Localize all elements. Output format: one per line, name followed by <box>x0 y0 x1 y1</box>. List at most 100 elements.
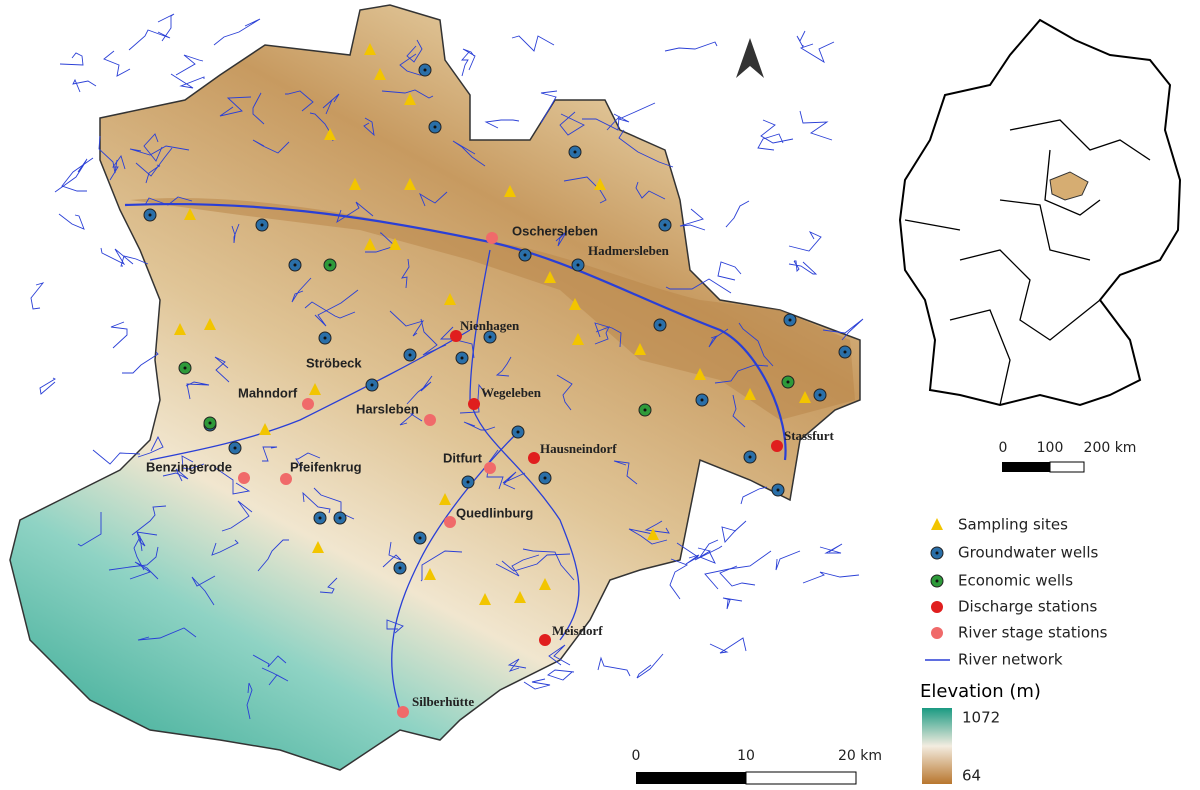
tributary <box>162 468 189 482</box>
tributary <box>664 41 718 52</box>
tributary <box>213 466 251 495</box>
tributary <box>463 421 496 431</box>
site-markers <box>143 43 852 718</box>
tributary <box>635 181 666 200</box>
tributary <box>295 452 321 469</box>
groundwater-wells-center <box>418 536 422 540</box>
tributary <box>582 115 620 131</box>
tributary <box>129 561 159 580</box>
inset-scale-label: 0 <box>999 440 1008 456</box>
sampling-site <box>647 528 659 540</box>
tributary <box>721 520 747 543</box>
tributary <box>231 223 240 244</box>
economic-wells-center <box>328 263 332 267</box>
tributary <box>594 326 610 345</box>
legend-label: Groundwater wells <box>958 544 1099 562</box>
tributary <box>613 102 656 123</box>
tributary <box>793 260 800 272</box>
place-label: Ditfurt <box>443 450 483 465</box>
tributary <box>788 231 822 252</box>
tributary <box>486 449 504 490</box>
place-label: Silberhütte <box>412 694 474 709</box>
groundwater-wells-center <box>843 350 847 354</box>
groundwater-wells-center <box>788 318 792 322</box>
tributary <box>462 48 476 71</box>
tributary <box>221 500 253 532</box>
groundwater-wells-center <box>935 551 939 555</box>
tributary <box>704 550 772 590</box>
tributary <box>799 110 833 141</box>
tributary <box>732 394 746 428</box>
tributary <box>714 364 769 384</box>
tributary <box>788 261 818 275</box>
tributary <box>406 375 433 405</box>
tributary <box>738 322 774 367</box>
tributary <box>314 289 359 327</box>
economic-wells-center <box>786 380 790 384</box>
groundwater-wells-center <box>573 150 577 154</box>
tributary <box>185 381 210 400</box>
discharge-station <box>450 330 462 342</box>
groundwater-wells-center <box>338 516 342 520</box>
sampling-site <box>424 568 436 580</box>
inset-scale-segment <box>1002 462 1050 472</box>
groundwater-wells-center <box>776 488 780 492</box>
scale-segment <box>745 771 857 785</box>
tributary <box>495 554 540 577</box>
sampling-site <box>572 333 584 345</box>
place-label: Hadmersleben <box>588 243 670 258</box>
tributary <box>252 139 290 154</box>
river-stage-station <box>424 414 436 426</box>
groundwater-wells-center <box>818 393 822 397</box>
economic-wells-center <box>208 421 212 425</box>
tributary <box>644 520 670 534</box>
tributary <box>137 435 164 458</box>
tributary <box>302 491 331 514</box>
groundwater-wells-center <box>460 356 464 360</box>
river-stage-station <box>486 232 498 244</box>
tributary <box>725 200 750 228</box>
tributary <box>760 119 794 144</box>
tributary <box>336 201 374 224</box>
place-label: Benzingerode <box>146 459 232 474</box>
scale-label: 0 <box>632 748 641 764</box>
groundwater-wells-center <box>658 323 662 327</box>
tributary <box>133 535 145 571</box>
groundwater-wells-center <box>466 480 470 484</box>
groundwater-wells-center <box>576 263 580 267</box>
tributary <box>191 575 216 606</box>
sampling-site <box>694 368 706 380</box>
discharge-station <box>771 440 783 452</box>
tributary <box>58 213 85 230</box>
groundwater-wells-center <box>488 335 492 339</box>
tributary <box>145 164 161 184</box>
basin <box>9 4 861 771</box>
sampling-site <box>404 178 416 190</box>
tributary <box>459 383 487 414</box>
tributary <box>257 539 289 572</box>
tributary <box>502 471 526 490</box>
tributary <box>170 73 205 89</box>
tributary <box>129 145 190 156</box>
tributary <box>143 133 163 162</box>
tributary <box>399 413 423 426</box>
tributary <box>636 653 664 679</box>
tributary <box>175 54 204 76</box>
tributary <box>775 550 801 571</box>
tributary <box>461 51 470 77</box>
tributary <box>61 157 94 192</box>
tributary <box>181 455 205 470</box>
tributary <box>59 52 84 66</box>
groundwater-wells-center <box>233 446 237 450</box>
sampling-site <box>259 423 271 435</box>
tributary <box>669 558 689 600</box>
tributary <box>665 278 732 294</box>
tributary <box>501 553 571 572</box>
tributary <box>757 133 784 151</box>
river-stage-station <box>397 706 409 718</box>
main-river <box>124 202 787 461</box>
tributary <box>214 356 230 383</box>
sampling-site <box>309 383 321 395</box>
river-stage-station <box>931 627 943 639</box>
tributary <box>452 140 486 167</box>
